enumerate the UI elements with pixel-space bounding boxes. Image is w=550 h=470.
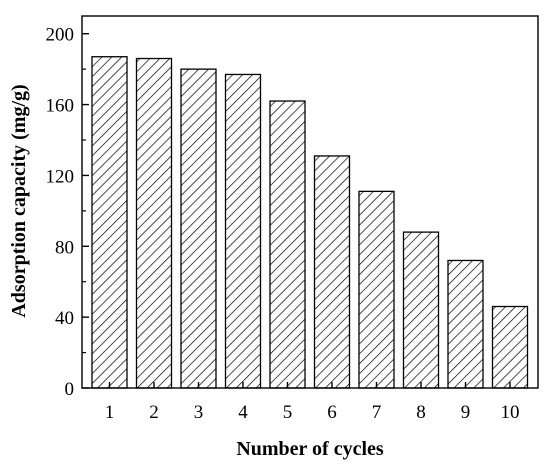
bar-cycle-2 — [135, 57, 173, 389]
y-tick-label-200: 200 — [46, 25, 75, 46]
x-tick-label-2: 2 — [149, 402, 159, 423]
x-tick-label-4: 4 — [238, 402, 248, 423]
bar-cycle-3 — [180, 68, 217, 389]
bar-cycle-8 — [402, 231, 440, 389]
x-tick-label-3: 3 — [194, 402, 204, 423]
bar-cycle-9 — [447, 259, 484, 389]
y-tick-label-160: 160 — [46, 96, 75, 117]
bar-cycle-4 — [224, 73, 262, 389]
axes-layer: 0 40 80 120 160 200 1 2 3 4 5 6 7 8 9 10 — [46, 15, 539, 423]
bar-cycle-10 — [491, 305, 529, 389]
bar-cycle-6 — [313, 155, 351, 389]
labels-layer: Number of cycles Adsorption capacity (mg… — [8, 84, 384, 460]
y-tick-label-120: 120 — [46, 166, 75, 187]
y-tick-label-40: 40 — [55, 308, 74, 329]
y-tick-label-0: 0 — [65, 379, 75, 400]
x-axis-title: Number of cycles — [236, 438, 384, 460]
x-tick-label-10: 10 — [501, 402, 520, 423]
y-tick-label-80: 80 — [55, 237, 74, 258]
x-tick-label-9: 9 — [461, 402, 471, 423]
plot-frame — [81, 15, 539, 389]
y-axis-title: Adsorption capacity (mg/g) — [8, 84, 30, 317]
bar-cycle-1 — [91, 56, 128, 389]
bars-layer — [91, 56, 529, 389]
bar-cycle-7 — [358, 190, 395, 389]
x-tick-label-1: 1 — [105, 402, 115, 423]
bar-cycle-5 — [269, 100, 306, 389]
x-tick-label-6: 6 — [327, 402, 337, 423]
x-tick-label-8: 8 — [416, 402, 426, 423]
x-tick-label-5: 5 — [283, 402, 293, 423]
x-tick-label-7: 7 — [372, 402, 382, 423]
